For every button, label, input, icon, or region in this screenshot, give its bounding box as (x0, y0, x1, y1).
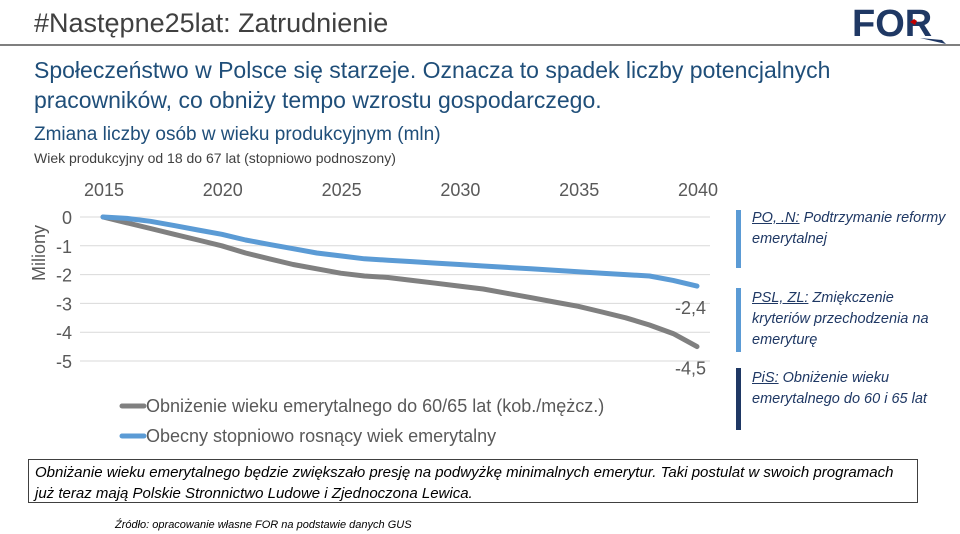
y-tick-label: -2 (56, 266, 72, 286)
y-tick-label: -4 (56, 323, 72, 343)
note-bar-po (736, 210, 741, 268)
title-divider (0, 44, 960, 46)
note-po-head: PO, .N: (752, 210, 800, 226)
note-bar-pis (736, 368, 741, 430)
y-tick-label: 0 (62, 208, 72, 228)
x-tick-label: 2035 (559, 180, 599, 200)
note-pis: PiS: Obniżenie wieku emerytalnego do 60 … (752, 368, 947, 410)
x-tick-label: 2015 (84, 180, 124, 200)
note-bar-psl (736, 288, 741, 352)
note-pis-text: Obniżenie wieku emerytalnego do 60 i 65 … (752, 370, 927, 407)
x-tick-label: 2030 (440, 180, 480, 200)
for-logo-red-mark (910, 19, 917, 25)
source-note: Źródło: opracowanie własne FOR na podsta… (115, 519, 412, 531)
note-pis-head: PiS: (752, 370, 779, 386)
for-logo: FOR (852, 3, 946, 45)
note-psl-head: PSL, ZL: (752, 290, 809, 306)
note-psl: PSL, ZL: Zmiękczenie kryteriów przechodz… (752, 288, 947, 351)
x-tick-label: 2020 (203, 180, 243, 200)
data-label-end: -4,5 (675, 359, 706, 379)
slide-title: #Następne25lat: Zatrudnienie (34, 8, 389, 38)
legend-label-1: Obecny stopniowo rosnący wiek emerytalny (146, 426, 496, 446)
footer-note: Obniżanie wieku emerytalnego będzie zwię… (28, 459, 918, 503)
for-logo-accent (920, 38, 946, 44)
note-psl-text: Zmiękczenie kryteriów przechodzenia na e… (752, 290, 929, 348)
y-axis-label: Miliony (29, 225, 49, 281)
y-tick-label: -5 (56, 352, 72, 372)
note-po-text: Podtrzymanie reformy emerytalnej (752, 210, 946, 247)
note-po: PO, .N: Podtrzymanie reformy emerytalnej (752, 208, 947, 250)
legend-label-0: Obniżenie wieku emerytalnego do 60/65 la… (146, 396, 604, 416)
headline: Społeczeństwo w Polsce się starzeje. Ozn… (34, 57, 831, 113)
series-line-0 (100, 214, 700, 350)
chart-subtitle: Wiek produkcyjny od 18 do 67 lat (stopni… (34, 150, 396, 166)
chart-title: Zmiana liczby osób w wieku produkcyjnym … (34, 124, 441, 145)
x-tick-label: 2040 (678, 180, 718, 200)
y-tick-label: -3 (56, 294, 72, 314)
x-tick-label: 2025 (322, 180, 362, 200)
data-label-end: -2,4 (675, 298, 706, 318)
for-logo-text: FOR (852, 3, 932, 45)
series-line-1 (100, 214, 700, 289)
y-tick-label: -1 (56, 237, 72, 257)
